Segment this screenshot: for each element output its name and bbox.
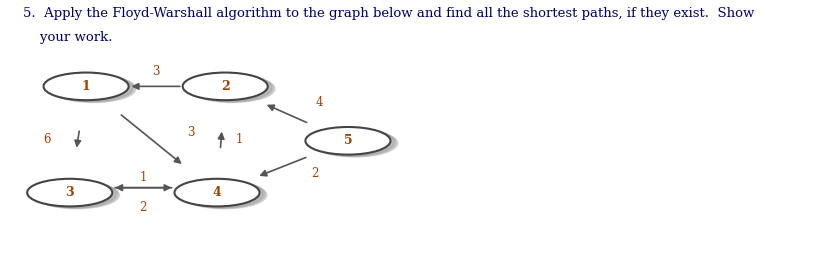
Text: 5: 5 [344,134,352,147]
Text: 1: 1 [82,80,90,93]
Text: 5.  Apply the Floyd-Warshall algorithm to the graph below and find all the short: 5. Apply the Floyd-Warshall algorithm to… [23,7,755,20]
Text: 6: 6 [43,133,51,146]
Circle shape [33,181,118,208]
Circle shape [48,74,133,102]
Circle shape [187,74,272,102]
Circle shape [182,181,267,209]
Text: your work.: your work. [23,31,113,44]
Circle shape [175,179,260,207]
Circle shape [306,127,391,155]
Circle shape [313,129,397,157]
Text: 3: 3 [187,126,195,139]
Text: 2: 2 [220,80,230,93]
Circle shape [51,75,136,102]
Circle shape [34,181,119,209]
Circle shape [49,75,134,102]
Text: 4: 4 [213,186,221,199]
Circle shape [189,75,274,102]
Text: 1: 1 [139,172,147,185]
Text: 2: 2 [139,201,147,214]
Circle shape [179,180,264,208]
Circle shape [31,180,116,208]
Circle shape [311,129,397,156]
Text: 3: 3 [152,65,159,78]
Circle shape [183,73,268,100]
Text: 2: 2 [311,167,319,180]
Text: 3: 3 [65,186,74,199]
Circle shape [28,179,112,207]
Text: 4: 4 [316,96,323,109]
Text: 1: 1 [235,133,243,146]
Circle shape [190,75,275,102]
Circle shape [43,73,129,100]
Circle shape [180,181,266,208]
Circle shape [310,128,395,156]
